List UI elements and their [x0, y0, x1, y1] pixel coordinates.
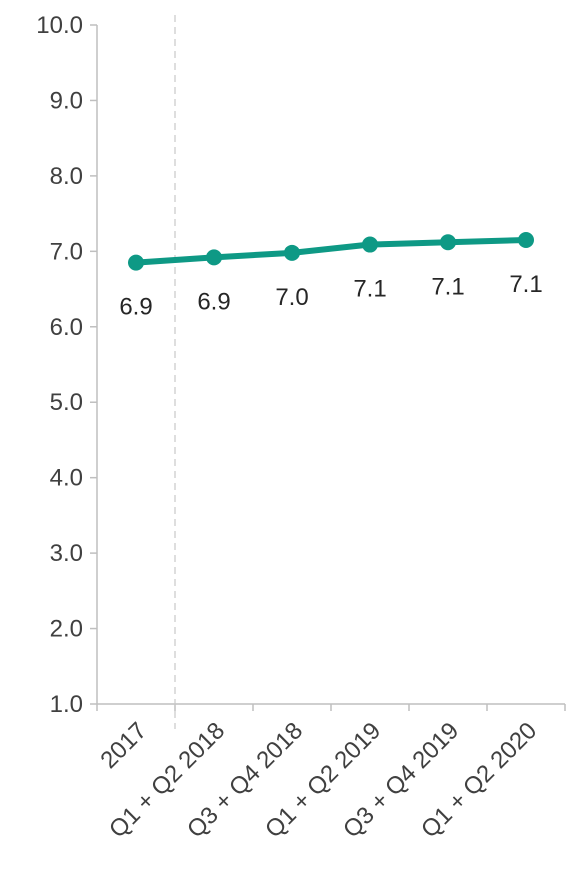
- data-label: 6.9: [119, 294, 152, 321]
- y-tick-label: 9.0: [50, 87, 83, 114]
- x-tick-label: 2017: [95, 717, 152, 774]
- data-label: 7.1: [431, 273, 464, 300]
- data-label: 7.1: [353, 276, 386, 303]
- data-labels: 6.9 6.9 7.0 7.1 7.1 7.1: [119, 271, 542, 321]
- series: [128, 232, 534, 271]
- data-label: 7.1: [509, 271, 542, 298]
- data-point: [128, 254, 144, 271]
- data-point: [284, 244, 300, 261]
- data-label: 7.0: [275, 284, 308, 311]
- data-point: [362, 236, 378, 253]
- y-tick-label: 5.0: [50, 389, 83, 416]
- y-tick-label: 4.0: [50, 465, 83, 492]
- y-tick-label: 1.0: [50, 691, 83, 718]
- data-point: [206, 249, 222, 266]
- data-label: 6.9: [197, 288, 230, 315]
- data-point: [518, 232, 534, 249]
- data-point: [440, 234, 456, 251]
- y-tick-label: 3.0: [50, 540, 83, 567]
- y-axis: 1.0 2.0 3.0 4.0 5.0 6.0 7.0 8.0 9.0 10.0: [36, 12, 98, 718]
- y-tick-label: 7.0: [50, 238, 83, 265]
- y-tick-label: 2.0: [50, 616, 83, 643]
- series-line: [133, 237, 529, 266]
- y-tick-label: 8.0: [50, 163, 83, 190]
- y-tick-label: 10.0: [36, 12, 83, 39]
- y-tick-label: 6.0: [50, 314, 83, 341]
